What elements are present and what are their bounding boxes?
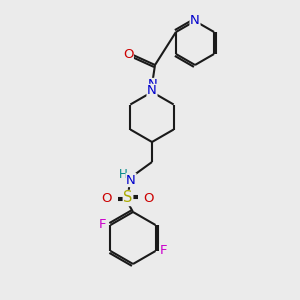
Text: O: O: [144, 191, 154, 205]
Text: F: F: [160, 244, 167, 257]
Text: O: O: [123, 47, 133, 61]
Text: F: F: [99, 218, 106, 230]
Text: N: N: [126, 173, 136, 187]
Text: O: O: [102, 191, 112, 205]
Text: S: S: [123, 190, 133, 206]
Text: N: N: [147, 85, 157, 98]
Text: N: N: [148, 79, 158, 92]
Text: N: N: [190, 14, 200, 26]
Text: H: H: [118, 169, 127, 182]
